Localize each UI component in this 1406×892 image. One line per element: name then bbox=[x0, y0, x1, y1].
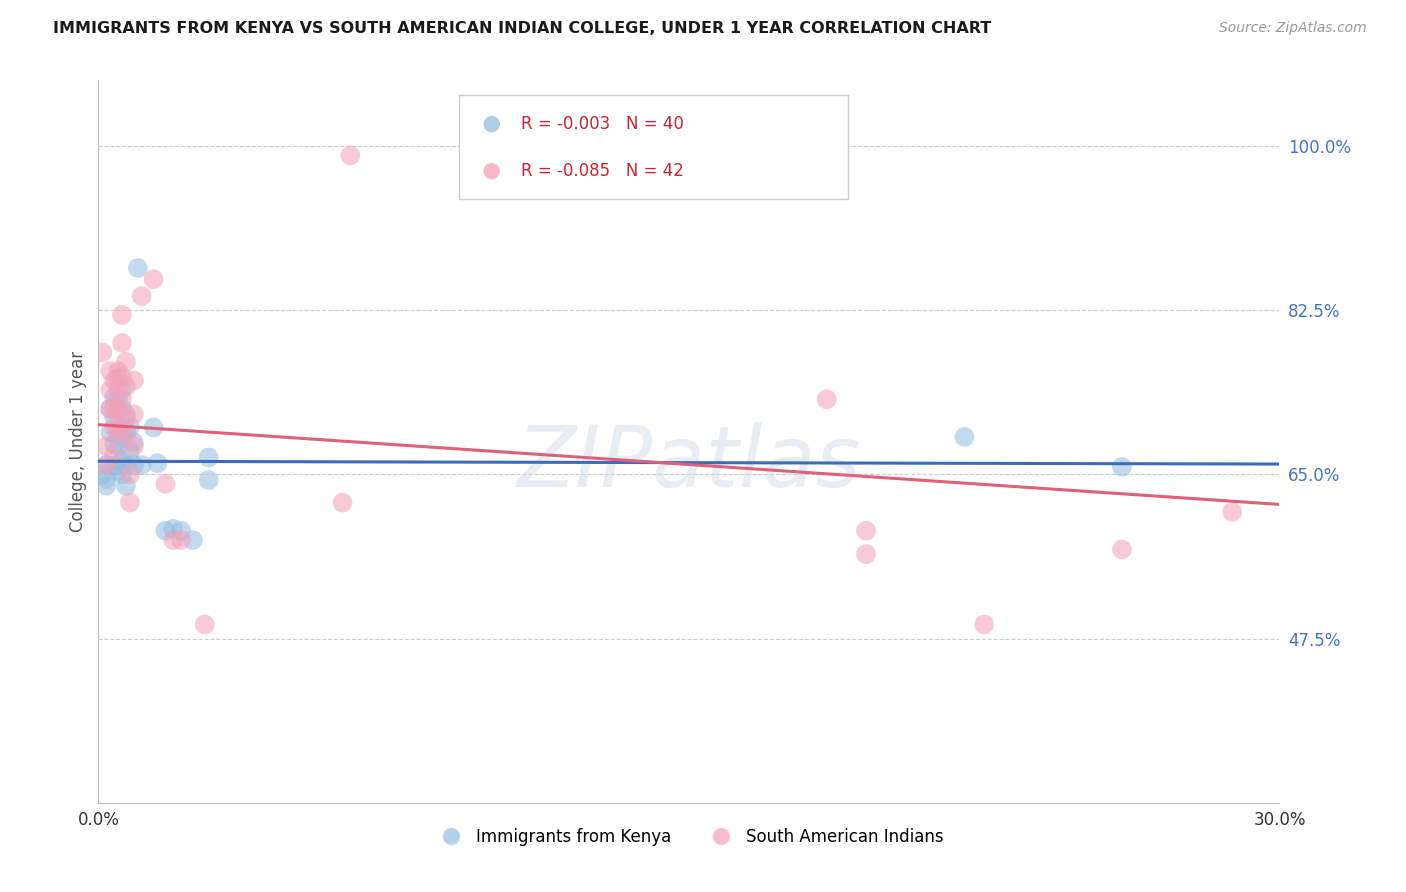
Point bbox=[122, 407, 145, 421]
Point bbox=[103, 401, 125, 416]
Point bbox=[98, 383, 121, 397]
Point bbox=[118, 445, 141, 459]
Point bbox=[111, 336, 134, 351]
Point bbox=[339, 148, 361, 162]
Point bbox=[107, 401, 129, 416]
Point bbox=[96, 439, 118, 453]
Point bbox=[111, 430, 134, 444]
Point bbox=[146, 456, 169, 470]
Point bbox=[107, 420, 129, 434]
Text: Source: ZipAtlas.com: Source: ZipAtlas.com bbox=[1219, 21, 1367, 36]
Point bbox=[103, 437, 125, 451]
Point bbox=[115, 407, 138, 421]
Point bbox=[131, 289, 153, 303]
Point bbox=[131, 458, 153, 472]
Point bbox=[107, 383, 129, 397]
Point bbox=[973, 617, 995, 632]
Point bbox=[855, 547, 877, 561]
Point bbox=[96, 478, 118, 492]
Point bbox=[194, 617, 217, 632]
Point bbox=[142, 272, 165, 286]
Point bbox=[107, 364, 129, 378]
Point bbox=[111, 420, 134, 434]
Text: ZIPatlas: ZIPatlas bbox=[517, 422, 860, 505]
Point bbox=[162, 522, 184, 536]
Point bbox=[118, 495, 141, 509]
Point bbox=[96, 458, 118, 472]
Point bbox=[98, 364, 121, 378]
Point bbox=[118, 420, 141, 434]
Point bbox=[115, 411, 138, 425]
Point bbox=[103, 374, 125, 388]
Point bbox=[1398, 257, 1406, 271]
Point bbox=[1220, 505, 1243, 519]
Point bbox=[170, 533, 193, 547]
Point bbox=[111, 454, 134, 468]
Point bbox=[197, 473, 219, 487]
Point bbox=[122, 374, 145, 388]
Y-axis label: College, Under 1 year: College, Under 1 year bbox=[69, 351, 87, 533]
Point bbox=[111, 392, 134, 407]
Point bbox=[155, 524, 177, 538]
Point bbox=[142, 420, 165, 434]
Point bbox=[122, 435, 145, 450]
Point bbox=[111, 369, 134, 384]
Text: R = -0.085   N = 42: R = -0.085 N = 42 bbox=[522, 162, 685, 180]
Point bbox=[111, 401, 134, 416]
Point bbox=[197, 450, 219, 465]
Point bbox=[103, 449, 125, 463]
Point bbox=[91, 467, 114, 482]
Point bbox=[1398, 195, 1406, 210]
Point bbox=[107, 464, 129, 478]
Point bbox=[127, 260, 149, 275]
Point bbox=[103, 420, 125, 434]
Point bbox=[103, 411, 125, 425]
Point bbox=[96, 458, 118, 472]
Point bbox=[103, 391, 125, 405]
Point bbox=[91, 345, 114, 359]
Point bbox=[111, 383, 134, 397]
Point bbox=[181, 533, 204, 547]
Point bbox=[118, 467, 141, 482]
Point bbox=[98, 425, 121, 439]
Point bbox=[115, 458, 138, 472]
Point bbox=[115, 424, 138, 438]
Point bbox=[1111, 542, 1133, 557]
Point bbox=[162, 533, 184, 547]
Point bbox=[1111, 459, 1133, 474]
Point bbox=[155, 476, 177, 491]
Point bbox=[815, 392, 838, 407]
FancyBboxPatch shape bbox=[458, 95, 848, 200]
Point bbox=[103, 458, 125, 472]
Point bbox=[111, 308, 134, 322]
Point bbox=[107, 372, 129, 386]
Text: R = -0.003   N = 40: R = -0.003 N = 40 bbox=[522, 115, 685, 133]
Text: IMMIGRANTS FROM KENYA VS SOUTH AMERICAN INDIAN COLLEGE, UNDER 1 YEAR CORRELATION: IMMIGRANTS FROM KENYA VS SOUTH AMERICAN … bbox=[53, 21, 991, 37]
Point bbox=[170, 524, 193, 538]
Point bbox=[98, 401, 121, 416]
Point bbox=[115, 478, 138, 492]
Legend: Immigrants from Kenya, South American Indians: Immigrants from Kenya, South American In… bbox=[427, 821, 950, 852]
Point bbox=[96, 472, 118, 486]
Point bbox=[107, 439, 129, 453]
Point bbox=[122, 439, 145, 453]
Point bbox=[953, 430, 976, 444]
Point bbox=[115, 379, 138, 393]
Point bbox=[855, 524, 877, 538]
Point bbox=[115, 430, 138, 444]
Point bbox=[115, 355, 138, 369]
Point bbox=[98, 401, 121, 416]
Point bbox=[122, 458, 145, 472]
Point bbox=[332, 495, 354, 509]
Point bbox=[111, 467, 134, 482]
Point bbox=[107, 392, 129, 407]
Point bbox=[107, 425, 129, 439]
